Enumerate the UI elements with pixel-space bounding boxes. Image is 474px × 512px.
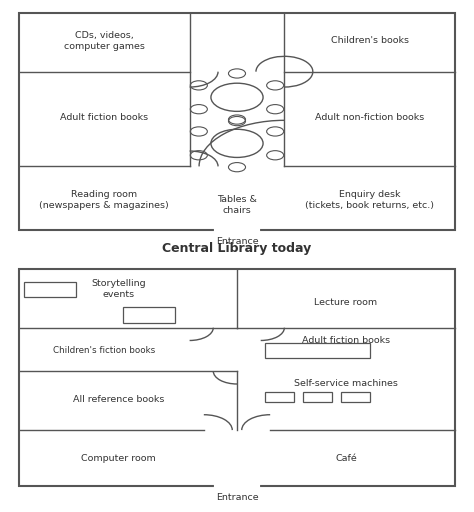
Text: Children's fiction books: Children's fiction books	[53, 346, 155, 355]
Text: Café: Café	[335, 454, 357, 463]
Bar	[19, 269, 455, 486]
Text: Self-service machines: Self-service machines	[294, 379, 398, 389]
Text: Sofa: Sofa	[41, 285, 59, 294]
Bar	[265, 392, 294, 402]
Text: Adult non-fiction books: Adult non-fiction books	[315, 113, 424, 122]
Text: Children's books: Children's books	[331, 36, 409, 46]
Bar	[341, 392, 370, 402]
Text: Computer room: Computer room	[81, 454, 156, 463]
Bar	[24, 282, 76, 297]
Text: Adult fiction books: Adult fiction books	[60, 113, 148, 122]
Text: Tables &
chairs: Tables & chairs	[217, 195, 257, 215]
Text: Entrance: Entrance	[216, 494, 258, 502]
Title: Central Library today: Central Library today	[163, 242, 311, 255]
Bar	[303, 392, 332, 402]
Text: All reference books: All reference books	[73, 395, 164, 404]
Text: Lecture room: Lecture room	[314, 297, 378, 307]
Bar	[265, 343, 370, 358]
Text: Reading room
(newspapers & magazines): Reading room (newspapers & magazines)	[39, 189, 169, 210]
Bar	[19, 13, 455, 230]
Text: Adult fiction books: Adult fiction books	[302, 336, 390, 345]
Text: Information desk: Information desk	[283, 346, 352, 355]
Text: CDs, videos,
computer games: CDs, videos, computer games	[64, 31, 145, 51]
Text: Sofa: Sofa	[140, 310, 158, 319]
Text: Entrance: Entrance	[216, 238, 258, 246]
Text: Storytelling
events: Storytelling events	[91, 279, 146, 300]
Bar	[123, 307, 175, 323]
Text: Enquiry desk
(tickets, book returns, etc.): Enquiry desk (tickets, book returns, etc…	[305, 189, 434, 210]
